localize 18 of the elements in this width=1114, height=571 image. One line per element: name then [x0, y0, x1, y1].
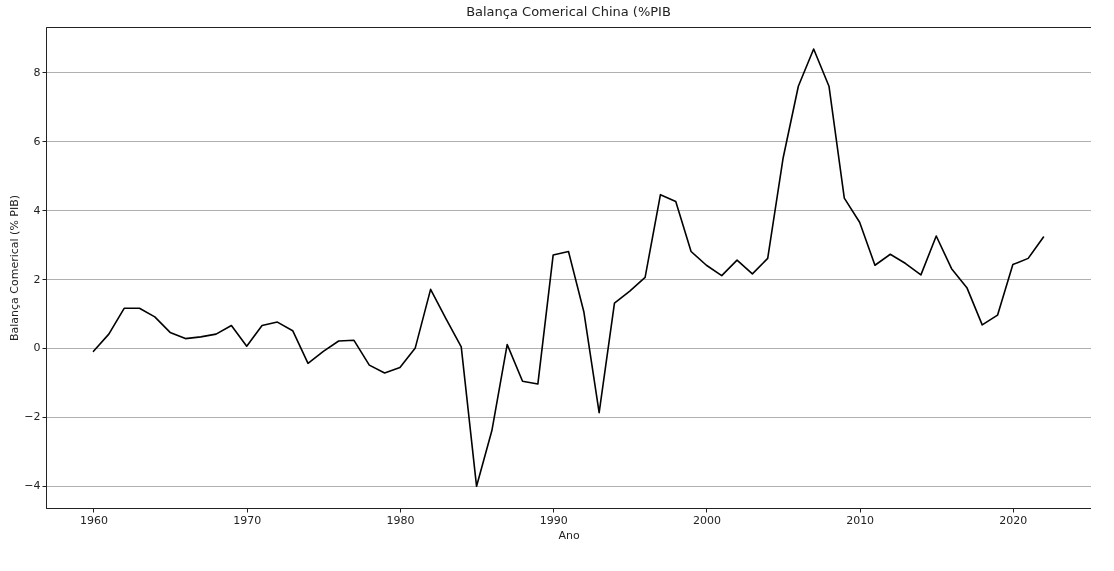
chart-title: Balança Comerical China (%PIB — [466, 4, 671, 19]
y-tick-label: 6 — [33, 134, 41, 148]
y-tick-label: 2 — [33, 272, 41, 286]
line-series — [92, 48, 1045, 488]
y-tick-label: −2 — [24, 410, 41, 424]
y-tick-label: 0 — [33, 341, 41, 355]
x-tick-label: 2020 — [999, 513, 1028, 527]
x-tick-label: 2010 — [846, 513, 875, 527]
x-axis-title: Ano — [558, 528, 580, 542]
y-tick-label: 4 — [33, 203, 41, 217]
x-tick-label: 2000 — [692, 513, 721, 527]
x-tick-label: 1970 — [233, 513, 262, 527]
x-tick-label: 1960 — [80, 513, 108, 527]
y-axis-title: Balança Comerical (% PIB) — [8, 194, 22, 342]
x-tick-label: 1990 — [539, 513, 568, 527]
x-tick-label: 1980 — [386, 513, 415, 527]
y-tick-label: −4 — [24, 479, 41, 493]
y-tick-label: 8 — [33, 65, 41, 79]
